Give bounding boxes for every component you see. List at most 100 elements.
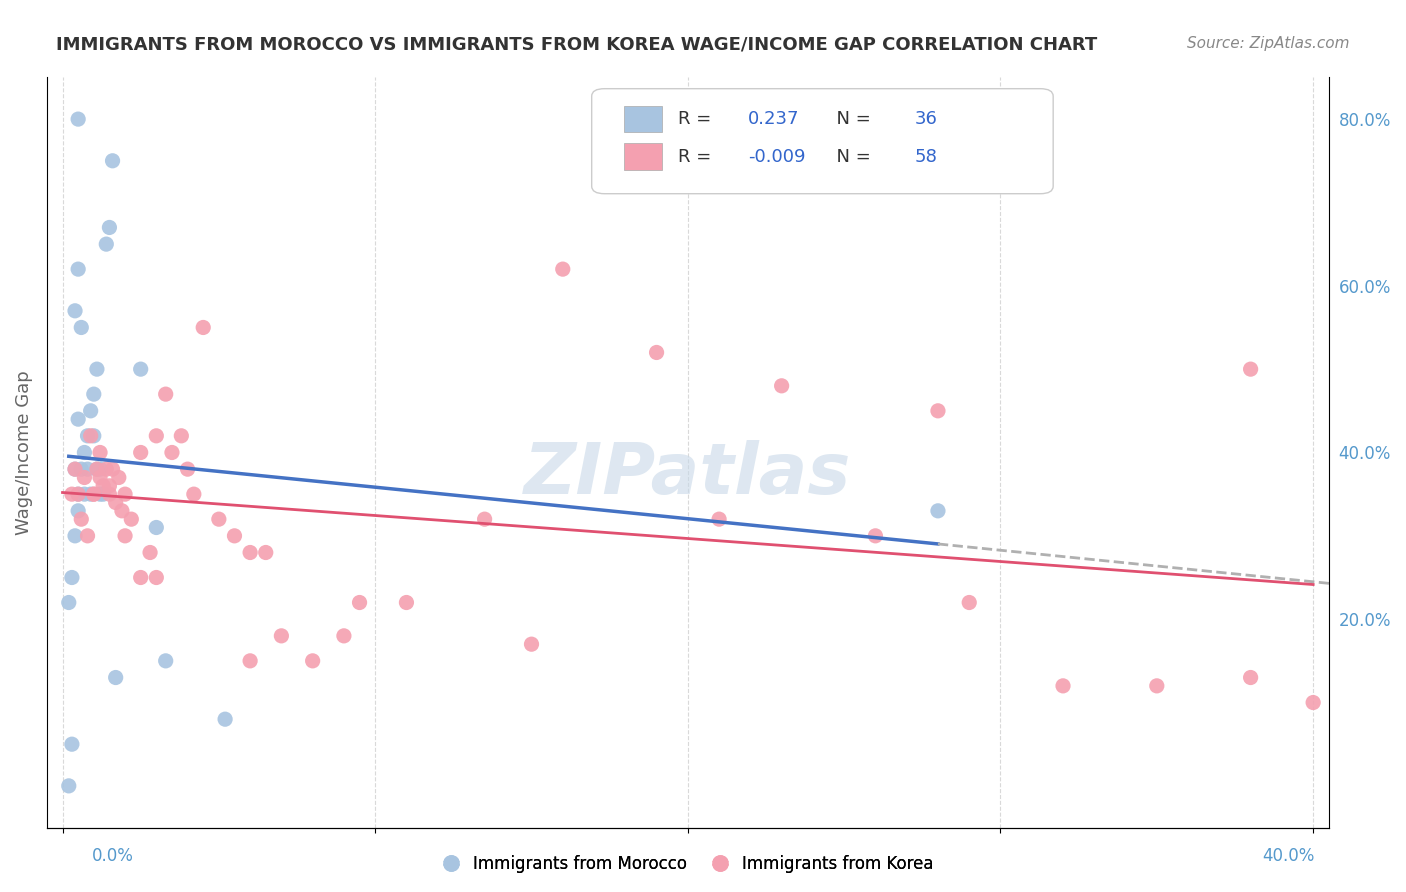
Point [83, 487, 105, 501]
Point [86, 462, 108, 476]
Point [865, 529, 887, 543]
Text: ZIPatlas: ZIPatlas [524, 441, 852, 509]
Point [1302, 696, 1324, 710]
Point [145, 429, 167, 443]
Point [1239, 671, 1261, 685]
Point [73, 487, 96, 501]
Point [129, 362, 152, 376]
Point [129, 445, 152, 459]
Point [208, 512, 231, 526]
Point [145, 570, 167, 584]
Y-axis label: Wage/Income Gap: Wage/Income Gap [15, 370, 32, 535]
Point [101, 462, 124, 476]
Point [67, 487, 90, 501]
Text: N =: N = [825, 148, 876, 166]
Text: 0.237: 0.237 [748, 111, 800, 128]
Point [104, 671, 127, 685]
Point [1146, 679, 1168, 693]
Point [76, 462, 98, 476]
Point [83, 387, 105, 401]
Point [270, 629, 292, 643]
Point [79, 429, 101, 443]
Point [254, 545, 277, 559]
Point [63, 462, 86, 476]
Text: 58: 58 [915, 148, 938, 166]
Point [79, 404, 101, 418]
Point [1052, 679, 1074, 693]
Point [176, 462, 198, 476]
Point [957, 595, 980, 609]
Point [70, 462, 93, 476]
Point [120, 512, 142, 526]
Text: Source: ZipAtlas.com: Source: ZipAtlas.com [1187, 36, 1350, 51]
FancyBboxPatch shape [624, 106, 662, 132]
Point [98, 479, 121, 493]
Point [139, 545, 162, 559]
FancyBboxPatch shape [592, 88, 1053, 194]
Point [214, 712, 236, 726]
Point [98, 487, 121, 501]
Point [395, 595, 418, 609]
Point [145, 520, 167, 534]
Point [89, 470, 111, 484]
Point [76, 529, 98, 543]
Point [67, 112, 90, 127]
Point [60, 487, 83, 501]
Point [155, 387, 177, 401]
FancyBboxPatch shape [624, 144, 662, 169]
Point [86, 362, 108, 376]
Point [104, 495, 127, 509]
Text: IMMIGRANTS FROM MOROCCO VS IMMIGRANTS FROM KOREA WAGE/INCOME GAP CORRELATION CHA: IMMIGRANTS FROM MOROCCO VS IMMIGRANTS FR… [56, 36, 1098, 54]
Point [160, 445, 183, 459]
Text: R =: R = [678, 148, 717, 166]
Point [83, 429, 105, 443]
Point [927, 504, 949, 518]
Text: R =: R = [678, 111, 717, 128]
Point [73, 445, 96, 459]
Point [70, 320, 93, 334]
Point [183, 487, 205, 501]
Point [101, 153, 124, 168]
Point [76, 429, 98, 443]
Point [83, 487, 105, 501]
Point [70, 512, 93, 526]
Point [96, 237, 118, 252]
Point [474, 512, 496, 526]
Point [91, 487, 114, 501]
Point [67, 412, 90, 426]
Point [73, 470, 96, 484]
Point [96, 462, 118, 476]
Point [349, 595, 371, 609]
Point [770, 379, 793, 393]
Point [79, 487, 101, 501]
Point [114, 487, 136, 501]
Point [67, 504, 90, 518]
Point [155, 654, 177, 668]
Point [89, 445, 111, 459]
Point [551, 262, 574, 277]
Point [1239, 362, 1261, 376]
Text: 0.0%: 0.0% [91, 847, 134, 865]
Point [170, 429, 193, 443]
Point [239, 545, 262, 559]
Point [98, 220, 121, 235]
Point [58, 595, 80, 609]
Point [89, 487, 111, 501]
Point [645, 345, 668, 359]
Point [239, 654, 262, 668]
Point [707, 512, 730, 526]
Point [224, 529, 246, 543]
Text: 40.0%: 40.0% [1263, 847, 1315, 865]
Legend: Immigrants from Morocco, Immigrants from Korea: Immigrants from Morocco, Immigrants from… [436, 848, 939, 880]
Point [89, 462, 111, 476]
Point [111, 504, 134, 518]
Point [114, 529, 136, 543]
Text: 36: 36 [915, 111, 938, 128]
Point [129, 570, 152, 584]
Point [927, 404, 949, 418]
Point [60, 737, 83, 751]
Text: N =: N = [825, 111, 876, 128]
Point [67, 487, 90, 501]
Point [86, 462, 108, 476]
Point [193, 320, 215, 334]
